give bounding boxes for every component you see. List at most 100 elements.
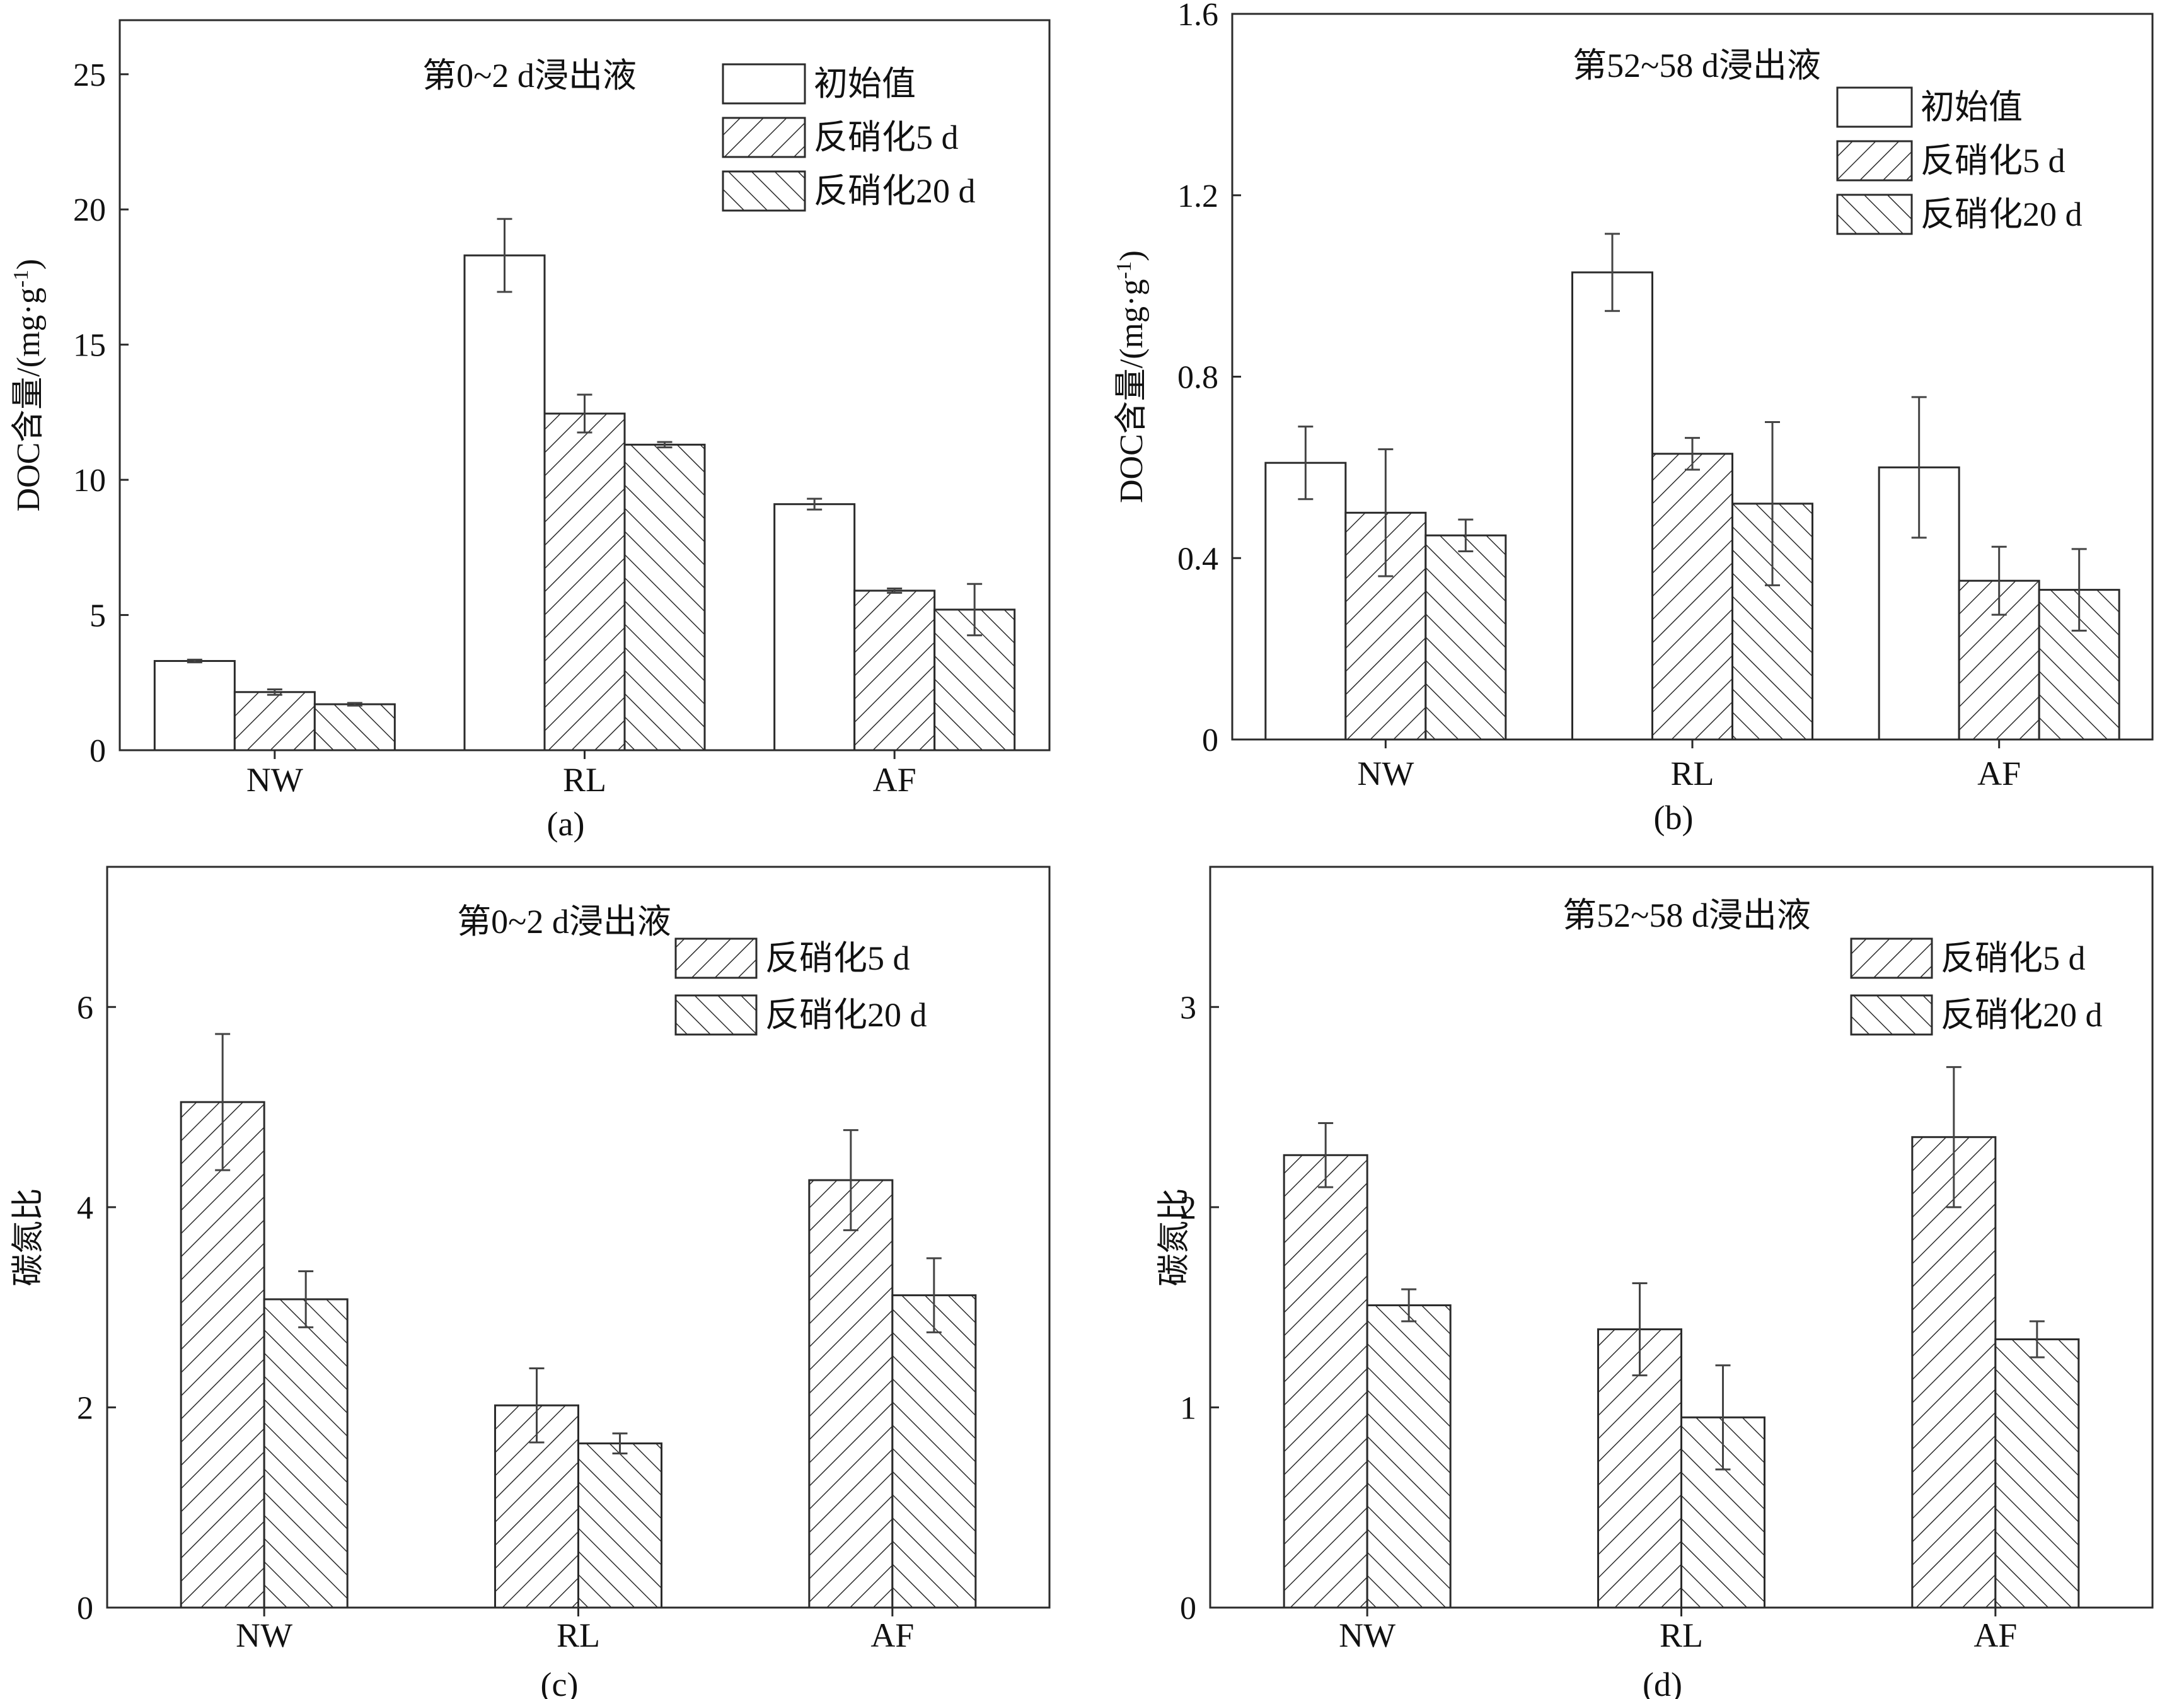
legend-swatch [722, 117, 806, 158]
x-tick-label: AF [873, 761, 916, 799]
legend-swatch [674, 994, 758, 1036]
legend-swatch [722, 63, 806, 105]
legend-label: 初始值 [814, 65, 916, 103]
panel-d-y-axis: 0 1 2 3 [1180, 990, 1219, 1627]
bar-rl-series-1 [1651, 453, 1733, 741]
panel-a-title: 第0~2 d浸出液 [422, 57, 637, 95]
legend-item: 反硝化20 d [674, 994, 927, 1036]
error-bar [1298, 426, 1314, 501]
x-tick-label: AF [1977, 755, 2021, 792]
y-tick-label: 4 [77, 1190, 93, 1226]
panel-c-marks [180, 1033, 977, 1609]
legend-swatch [1836, 194, 1913, 235]
legend-item: 反硝化5 d [674, 937, 910, 979]
x-tick-label: RL [557, 1616, 600, 1654]
panel-b-x-axis: NW RL AF [1357, 739, 2021, 792]
error-bar [926, 1257, 942, 1333]
error-bar [529, 1367, 545, 1444]
legend-label: 反硝化20 d [814, 172, 976, 210]
bar-af-series-1 [1994, 1338, 2080, 1609]
y-tick-label: 0 [1180, 1591, 1196, 1627]
error-bar [347, 702, 362, 707]
error-bar [1378, 448, 1394, 577]
legend-label: 反硝化20 d [1921, 195, 2083, 233]
y-tick-label: 0 [77, 1591, 93, 1627]
error-bar [1715, 1364, 1731, 1471]
legend-label: 反硝化5 d [765, 939, 910, 977]
legend-swatch [674, 937, 758, 979]
panel-d-y-axis-title: 碳氮比 [1157, 1188, 1193, 1286]
legend-label: 反硝化5 d [814, 119, 959, 156]
bar-af-series-0 [773, 503, 856, 751]
panel-d-sublabel: (d) [1643, 1666, 1682, 1699]
legend-item: 初始值 [722, 63, 916, 105]
error-bar [497, 217, 512, 293]
y-tick-label: 2 [77, 1390, 93, 1426]
bar-rl-series-0 [463, 254, 546, 751]
panel-a-y-axis-title: DOC含量/(mg·g-1) [9, 259, 47, 512]
panel-a-sublabel: (a) [547, 805, 585, 843]
x-tick-label: AF [870, 1616, 914, 1654]
error-bar [1765, 420, 1780, 586]
y-tick-label: 15 [73, 328, 106, 364]
bar-nw-series-0 [180, 1101, 265, 1609]
error-bar [267, 688, 282, 696]
panel-b-sublabel: (b) [1654, 799, 1694, 837]
panel-a-x-axis: NW RL AF [246, 750, 916, 799]
y-tick-label: 0 [90, 733, 106, 769]
chart-panel-a: 0 5 10 15 20 25 NW RL AF 第0~2 d浸出液 (a) DOC含量/(m… [9, 19, 1051, 843]
bar-nw-series-1 [263, 1298, 349, 1609]
error-bar [215, 1033, 231, 1171]
error-bar [298, 1270, 314, 1328]
panel-a-marks [153, 217, 1016, 751]
panel-c-title: 第0~2 d浸出液 [457, 903, 671, 941]
y-tick-label: 0.4 [1177, 541, 1218, 577]
bar-rl-series-0 [1571, 271, 1653, 741]
y-tick-label: 20 [73, 192, 106, 228]
panel-b-y-axis-title: DOC含量/(mg·g-1) [1112, 250, 1150, 503]
y-tick-label: 5 [90, 598, 106, 634]
bar-nw-series-1 [1366, 1304, 1452, 1609]
error-bar [577, 393, 592, 434]
panel-c-sublabel: (c) [541, 1666, 579, 1699]
legend-swatch [1850, 994, 1933, 1036]
bar-af-series-1 [853, 589, 936, 751]
x-tick-label: NW [1339, 1616, 1395, 1654]
bar-nw-series-1 [233, 691, 316, 751]
error-bar [1685, 437, 1700, 471]
y-tick-label: 0.8 [1177, 360, 1218, 396]
x-tick-label: NW [236, 1616, 292, 1654]
legend-item: 反硝化20 d [1850, 994, 2103, 1036]
bar-rl-series-1 [577, 1442, 662, 1609]
bar-af-series-1 [891, 1294, 977, 1609]
x-tick-label: NW [1357, 755, 1414, 792]
panel-d-marks [1283, 1066, 2080, 1609]
x-tick-label: RL [1660, 1616, 1703, 1654]
error-bar [1911, 396, 1927, 539]
chart-panel-c: 0 2 4 6 NW RL AF 第0~2 d浸出液 (c) 碳氮比 反硝化5 d 反硝化2… [11, 866, 1051, 1699]
error-bar [1458, 518, 1474, 552]
legend-item: 反硝化20 d [722, 170, 976, 212]
y-tick-label: 2 [1180, 1190, 1196, 1226]
panel-c-y-axis: 0 2 4 6 [77, 990, 116, 1627]
y-tick-label: 1.6 [1177, 0, 1218, 33]
legend-swatch [1836, 86, 1913, 128]
panel-d-title: 第52~58 d浸出液 [1563, 896, 1811, 934]
bar-nw-series-0 [1283, 1154, 1368, 1609]
error-bar [1632, 1282, 1648, 1377]
legend-item: 反硝化5 d [1850, 937, 2086, 979]
legend-item: 反硝化5 d [1836, 140, 2066, 182]
x-tick-label: AF [1973, 1616, 2017, 1654]
bar-nw-series-0 [153, 659, 236, 751]
error-bar [612, 1432, 628, 1454]
bar-rl-series-1 [543, 412, 626, 751]
error-bar [657, 441, 673, 449]
x-tick-label: RL [1670, 755, 1714, 792]
bar-nw-series-2 [313, 703, 396, 751]
bar-af-series-0 [808, 1179, 894, 1609]
legend-label: 反硝化5 d [1941, 939, 2086, 977]
error-bar [1318, 1122, 1334, 1188]
panel-c-legend: 反硝化5 d 反硝化20 d [674, 937, 927, 1036]
